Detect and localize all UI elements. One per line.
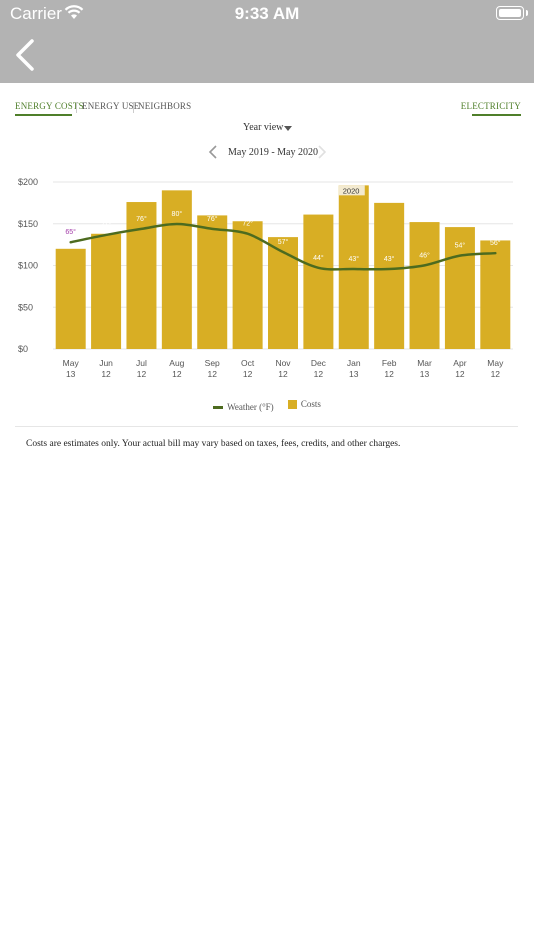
x-tick-month: Jun bbox=[99, 358, 113, 368]
x-tick-day: 12 bbox=[314, 369, 324, 379]
weather-label: 76° bbox=[207, 215, 218, 223]
cost-bar[interactable] bbox=[126, 202, 157, 349]
energy-cost-chart: $200 $150 $100 $50 $0 2020 65° 71° 76° 80° 76° 72° 5… bbox=[18, 177, 513, 379]
year-annotation-bg bbox=[338, 185, 365, 196]
disclaimer-text: Costs are estimates only. Your actual bi… bbox=[26, 439, 401, 449]
cost-bar[interactable] bbox=[480, 240, 511, 349]
x-tick-day: 13 bbox=[66, 369, 76, 379]
x-tick-month: Mar bbox=[417, 358, 432, 368]
previous-period-icon[interactable] bbox=[206, 144, 220, 160]
weather-label: 43° bbox=[384, 255, 395, 263]
carrier-label: Carrier bbox=[10, 4, 62, 23]
x-tick-day: 12 bbox=[491, 369, 501, 379]
navigation-bar: Carrier 9:33 AM bbox=[0, 0, 534, 83]
tab-energy-costs[interactable]: ENERGY COSTS bbox=[15, 101, 84, 111]
x-tick-day: 12 bbox=[243, 369, 253, 379]
legend-weather-label: Weather (°F) bbox=[227, 402, 274, 412]
cost-bar[interactable] bbox=[197, 215, 228, 349]
year-annotation-label: 2020 bbox=[343, 186, 360, 195]
battery-icon bbox=[496, 6, 528, 20]
active-tab-indicator bbox=[15, 114, 72, 116]
view-selector[interactable]: Year view bbox=[243, 122, 284, 133]
x-tick-day: 12 bbox=[207, 369, 217, 379]
legend-costs-label: Costs bbox=[300, 399, 321, 409]
x-tick-day: 12 bbox=[278, 369, 288, 379]
legend-costs[interactable]: Costs bbox=[287, 399, 321, 409]
y-tick-label: $50 bbox=[18, 302, 33, 312]
cost-bar[interactable] bbox=[55, 248, 86, 349]
x-tick-day: 12 bbox=[101, 369, 111, 379]
cost-bar[interactable] bbox=[338, 185, 369, 349]
tab-energy-use[interactable]: ENERGY USE bbox=[82, 101, 140, 111]
weather-label: 44° bbox=[313, 254, 324, 262]
x-tick-month: May bbox=[487, 358, 504, 368]
status-time: 9:33 AM bbox=[234, 4, 300, 23]
tab-divider bbox=[133, 102, 134, 113]
cost-bar[interactable] bbox=[303, 214, 334, 349]
x-tick-day: 12 bbox=[172, 369, 182, 379]
x-tick-month: Aug bbox=[169, 358, 184, 368]
weather-line bbox=[69, 222, 497, 271]
chart-legend: Weather (°F) Costs bbox=[0, 399, 534, 412]
divider bbox=[15, 426, 518, 427]
y-tick-label: $200 bbox=[18, 177, 38, 187]
weather-label: 46° bbox=[419, 251, 430, 259]
x-tick-month: Sep bbox=[205, 358, 220, 368]
caret-down-icon[interactable] bbox=[284, 126, 292, 131]
x-tick-day: 13 bbox=[420, 369, 430, 379]
cost-bar[interactable] bbox=[91, 233, 122, 349]
wifi-icon bbox=[64, 5, 84, 19]
period-label: May 2019 - May 2020 bbox=[228, 147, 318, 158]
next-period-icon[interactable] bbox=[315, 144, 329, 160]
cost-bar[interactable] bbox=[161, 190, 192, 349]
x-tick-month: Apr bbox=[453, 358, 466, 368]
x-tick-day: 12 bbox=[137, 369, 147, 379]
x-tick-day: 13 bbox=[349, 369, 359, 379]
x-tick-month: Oct bbox=[241, 358, 255, 368]
y-tick-label: $100 bbox=[18, 261, 38, 271]
legend-weather[interactable]: Weather (°F) bbox=[213, 402, 274, 412]
weather-label: 54° bbox=[455, 242, 466, 250]
cost-bar[interactable] bbox=[444, 227, 475, 349]
back-chevron-icon[interactable] bbox=[12, 38, 42, 72]
weather-label: 76° bbox=[136, 215, 147, 223]
x-tick-month: Dec bbox=[311, 358, 327, 368]
tab-neighbors[interactable]: NEIGHBORS bbox=[138, 101, 192, 111]
cost-bar[interactable] bbox=[268, 237, 298, 349]
weather-label: 57° bbox=[278, 238, 289, 246]
costs-swatch bbox=[287, 399, 297, 409]
y-tick-label: $0 bbox=[18, 344, 28, 354]
tab-electricity[interactable]: ELECTRICITY bbox=[460, 101, 521, 111]
tab-divider bbox=[76, 102, 77, 113]
cost-bar[interactable] bbox=[232, 221, 263, 349]
weather-label: 43° bbox=[348, 255, 359, 263]
x-tick-month: Nov bbox=[275, 358, 291, 368]
x-tick-month: May bbox=[63, 358, 80, 368]
weather-line-swatch bbox=[213, 405, 224, 409]
weather-label: 72° bbox=[242, 220, 253, 228]
weather-label: 65° bbox=[65, 228, 76, 236]
y-tick-label: $150 bbox=[18, 219, 38, 229]
cost-bar[interactable] bbox=[409, 222, 440, 349]
x-tick-month: Jul bbox=[136, 358, 147, 368]
cost-bar[interactable] bbox=[374, 202, 405, 349]
x-tick-day: 12 bbox=[384, 369, 394, 379]
x-tick-month: Feb bbox=[382, 358, 397, 368]
fuel-tab-indicator bbox=[472, 114, 521, 116]
weather-label: 80° bbox=[172, 210, 183, 218]
x-tick-month: Jan bbox=[347, 358, 361, 368]
x-tick-day: 12 bbox=[455, 369, 465, 379]
weather-label: 56° bbox=[490, 239, 501, 247]
weather-label: 71° bbox=[101, 221, 112, 229]
